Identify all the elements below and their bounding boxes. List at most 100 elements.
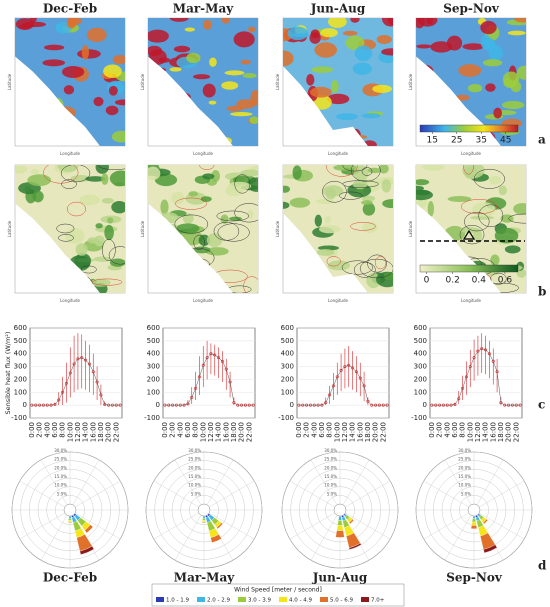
contour (367, 254, 387, 273)
x-tick-label: 12:00 (474, 422, 482, 442)
legend-swatch (156, 597, 164, 602)
map-patch (224, 70, 245, 76)
map-patch (32, 190, 44, 203)
rose-spoke (209, 480, 255, 508)
map-patch (242, 73, 257, 79)
map-patch (482, 59, 503, 67)
map-patch (85, 176, 106, 182)
rose-spoke (153, 512, 199, 540)
x-tick-label: 4:00 (310, 422, 318, 438)
map-patch (361, 113, 381, 119)
map-patch (381, 179, 392, 193)
map-patch (383, 272, 393, 281)
median (72, 362, 76, 366)
map-patch (109, 170, 125, 187)
panel-letter: d (538, 559, 547, 573)
legend-label: 1.0 - 1.9 (166, 598, 189, 604)
rose-spoke (153, 480, 199, 508)
contour (325, 165, 358, 177)
median (343, 365, 347, 369)
x-tick-label: 14:00 (482, 422, 490, 442)
map-patch (376, 34, 392, 44)
x-tick-label: 22:00 (245, 422, 253, 442)
legend-swatch (197, 597, 205, 602)
colorbar (419, 264, 519, 273)
colorbar-label: 0.6 (498, 276, 513, 286)
map-patch (111, 200, 125, 214)
map-patch (480, 20, 497, 35)
median (339, 368, 343, 372)
rose-spoke (75, 512, 121, 540)
contour (350, 165, 381, 182)
map-patch (472, 228, 482, 243)
map-patch (328, 18, 347, 28)
rose-ring-label: 30.0% (324, 448, 337, 453)
map-patch (206, 233, 223, 247)
y-tick-label: 100 (281, 388, 294, 396)
contour (490, 272, 507, 285)
map-patch (208, 100, 217, 105)
map-patch (485, 83, 496, 92)
contour (460, 199, 498, 215)
map-patch (352, 62, 372, 75)
map-patch (430, 41, 453, 53)
rose-segment (348, 542, 362, 550)
map-patch (362, 202, 376, 216)
season-title: Mar-May (173, 2, 234, 16)
y-tick-label: 500 (414, 337, 427, 345)
median (464, 375, 468, 379)
x-tick-label: 18:00 (97, 422, 105, 442)
map-patch (367, 167, 382, 174)
x-tick-label: 0:00 (161, 422, 169, 438)
map-patch (44, 44, 65, 51)
legend-swatch (279, 597, 287, 602)
x-tick-label: 14:00 (349, 422, 357, 442)
contour (175, 197, 207, 210)
map-patch (283, 50, 294, 67)
map-patch (169, 18, 189, 22)
contour (234, 174, 251, 194)
rose-ring-label: 5.0% (57, 491, 67, 496)
y-tick-label: 300 (14, 363, 27, 371)
map-patch (513, 203, 526, 215)
map-patch (221, 81, 239, 90)
map-patch (316, 198, 335, 204)
rose-ring-label: 20.0% (188, 465, 201, 470)
map-patch (342, 30, 358, 36)
median (487, 352, 491, 356)
colorbar-label: 45 (500, 136, 511, 146)
y-tick-label: 0 (156, 401, 160, 409)
x-tick-label: 14:00 (215, 422, 223, 442)
y-tick-label: 100 (14, 388, 27, 396)
colorbar-label: 0 (424, 276, 430, 286)
map-patch (184, 27, 195, 32)
rose-segment (202, 518, 206, 521)
x-tick-label: 8:00 (326, 422, 334, 438)
rose-segment (338, 516, 342, 521)
map-y-label: Latitude (140, 220, 145, 237)
rose-ring-label: 10.0% (458, 483, 471, 488)
x-tick-label: 4:00 (43, 422, 51, 438)
map-patch (240, 169, 258, 177)
map-patch (109, 258, 125, 267)
map-patch (63, 85, 75, 95)
map-patch (105, 105, 119, 116)
contour (243, 276, 258, 293)
contour (216, 210, 250, 222)
rose-segment (336, 525, 344, 531)
map-patch (504, 245, 521, 254)
y-tick-label: 0 (290, 401, 294, 409)
map-patch (311, 66, 334, 73)
x-tick-label: 6:00 (318, 422, 326, 438)
map-patch (103, 64, 122, 78)
rose-segment (470, 525, 478, 530)
x-tick-label: 6:00 (184, 422, 192, 438)
y-tick-label: 200 (14, 375, 27, 383)
x-tick-label: 4:00 (176, 422, 184, 438)
map-patch (27, 174, 52, 187)
map-patch (330, 80, 339, 93)
map-patch (209, 57, 217, 67)
map-patch (158, 57, 171, 63)
y-tick-label: -100 (278, 414, 294, 422)
